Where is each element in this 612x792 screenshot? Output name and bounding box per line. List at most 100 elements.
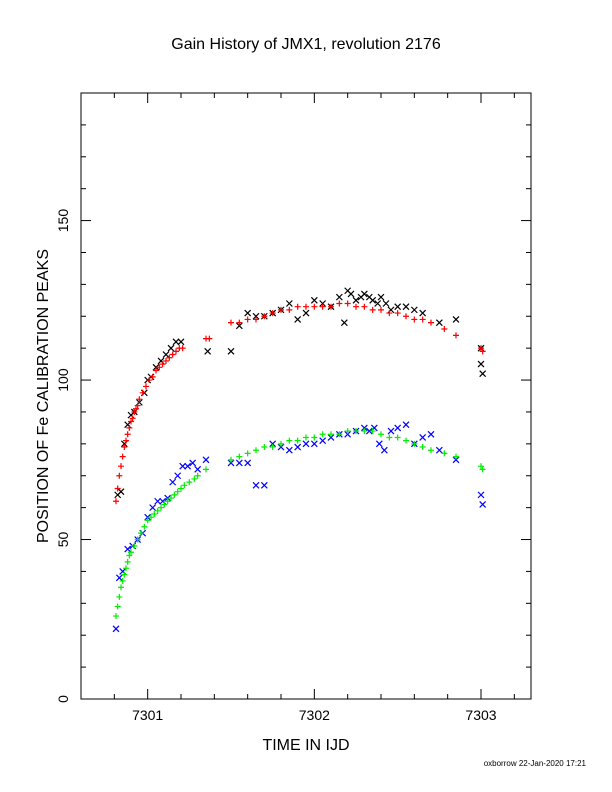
data-point-s2 [169,478,177,486]
data-point-s3 [121,571,128,578]
data-point-s1 [123,437,129,444]
data-point-s0 [477,360,485,368]
data-point-s3 [411,440,418,447]
data-point-s0 [235,322,243,330]
data-point-s1 [153,367,159,374]
data-point-s1 [169,351,176,358]
data-point-s3 [141,523,148,530]
data-point-s1 [286,306,293,313]
data-point-s0 [335,293,343,301]
data-point-s3 [114,603,121,610]
y-tick-label: 50 [55,532,71,548]
data-point-s3 [228,456,234,463]
data-point-s2 [365,427,373,435]
data-point-s3 [278,440,284,447]
data-point-s3 [174,488,181,495]
y-tick-label: 0 [55,695,71,703]
data-point-s1 [139,389,146,396]
data-point-s1 [411,316,418,323]
data-point-s0 [177,338,185,346]
data-point-s2 [202,456,210,464]
data-point-s1 [228,319,234,326]
data-point-s3 [194,472,201,479]
data-point-s3 [403,437,409,444]
data-point-s1 [114,485,121,492]
data-point-s3 [158,504,164,511]
data-point-s3 [244,450,251,457]
data-point-s2 [144,513,152,521]
data-point-s3 [203,466,209,473]
data-point-s2 [427,430,435,438]
data-point-s1 [311,303,318,310]
data-point-s3 [386,434,393,441]
y-tick-label: 100 [55,368,71,392]
data-point-s1 [121,444,128,451]
data-marks [112,287,487,633]
data-point-s3 [151,511,158,518]
data-point-s0 [319,300,327,307]
data-point-s2 [419,434,427,441]
data-point-s2 [310,440,318,448]
data-point-s2 [302,440,310,448]
data-point-s3 [154,507,161,514]
data-point-s1 [278,306,284,313]
data-point-s3 [361,428,368,435]
data-point-s0 [435,319,443,327]
data-point-s3 [294,437,301,444]
data-point-s3 [311,434,318,441]
data-point-s0 [162,351,170,358]
data-point-s1 [244,316,251,323]
data-point-s3 [113,613,119,620]
data-point-s1 [156,364,163,371]
data-point-s2 [244,459,252,467]
data-point-s3 [148,514,154,521]
data-point-s2 [260,481,268,489]
x-tick-label: 7303 [465,707,496,723]
data-point-s1 [253,316,259,323]
data-point-s3 [118,584,124,591]
data-point-s1 [119,453,126,460]
data-point-s3 [126,552,133,559]
data-point-s0 [340,319,348,327]
data-point-s2 [164,494,172,502]
data-point-s3 [353,428,359,435]
data-point-s1 [386,310,393,317]
data-point-s1 [319,303,326,310]
data-point-s1 [361,303,368,310]
data-point-s2 [402,421,410,429]
data-point-s3 [124,558,131,565]
data-point-s0 [394,303,402,311]
data-point-s0 [347,290,355,298]
data-point-s3 [171,491,178,498]
axes: 7301 7302 7303 0 50 100 150 [55,93,531,723]
data-point-s1 [394,310,401,317]
data-point-s1 [134,402,141,409]
data-point-s1 [113,498,119,505]
data-point-s3 [419,444,426,451]
data-point-s3 [336,431,343,438]
data-point-s1 [419,316,426,323]
data-point-s3 [191,475,198,482]
data-point-s2 [294,443,302,451]
data-point-s3 [344,428,351,435]
data-point-s2 [115,574,123,582]
data-point-s1 [344,300,351,307]
data-point-s0 [452,316,460,323]
data-point-s0 [117,488,125,496]
data-point-s2 [479,501,487,508]
data-point-s1 [179,345,186,352]
data-point-s1 [478,345,484,352]
data-point-s1 [369,306,376,313]
data-point-s3 [286,437,293,444]
data-point-s3 [369,428,376,435]
data-point-s0 [369,296,377,304]
data-point-s1 [173,348,179,355]
data-point-s3 [131,542,138,549]
data-point-s1 [303,303,309,310]
y-axis-label: POSITION OF Fe CALIBRATION PEAKS [35,249,52,543]
data-point-s3 [319,431,326,438]
data-point-s1 [261,313,268,320]
plot-frame [80,92,532,700]
data-point-s0 [244,309,252,317]
